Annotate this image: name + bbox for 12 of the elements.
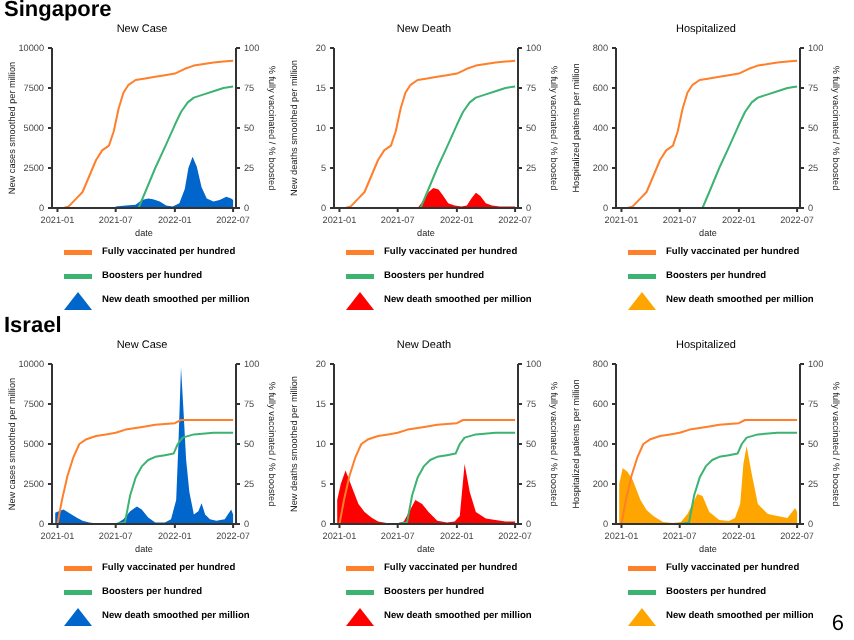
line-series [620,419,799,524]
line-series [701,85,799,208]
line-series [396,431,517,524]
line-series [137,85,235,208]
text: 6 [831,612,844,636]
text: Singapore [4,0,112,22]
line-series [678,431,799,524]
line-series [56,419,235,524]
text: Israel [4,314,62,338]
line-series [114,431,235,524]
line-series [419,85,517,208]
line-series [338,419,517,524]
